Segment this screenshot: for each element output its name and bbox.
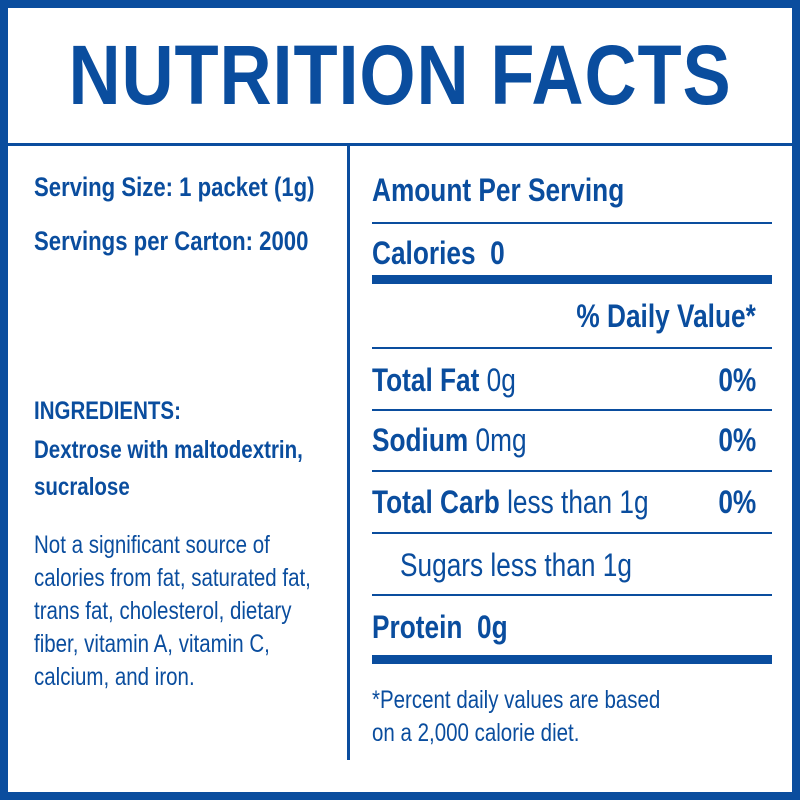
daily-value-header: % Daily Value* — [576, 298, 756, 334]
page-title: NUTRITION FACTS — [68, 28, 732, 122]
total-carb-dv: 0% — [718, 484, 756, 520]
ingredients-heading: INGREDIENTS: — [34, 397, 181, 425]
note-line: fiber, vitamin A, vitamin C, — [34, 630, 270, 658]
amount-per-serving: Amount Per Serving — [372, 172, 625, 208]
thick-rule — [372, 275, 772, 284]
protein-value: 0g — [476, 609, 508, 645]
sodium-label: Sodium — [372, 422, 469, 458]
total-fat-label: Total Fat — [372, 362, 480, 398]
total-carb-row: Total Carb less than 1g 0% — [372, 482, 756, 522]
sodium-dv: 0% — [718, 422, 756, 458]
sodium-amount: 0mg — [475, 422, 527, 458]
ingredients-line: Dextrose with maltodextrin, — [34, 436, 303, 464]
footnote: *Percent daily values are based on a 2,0… — [372, 684, 772, 750]
rule — [372, 222, 772, 224]
footnote-line: *Percent daily values are based — [372, 686, 661, 714]
disclaimer-note: Not a significant source of calories fro… — [34, 529, 372, 694]
calories-label: Calories — [372, 235, 476, 271]
ingredients-line: sucralose — [34, 473, 130, 501]
rule — [372, 347, 772, 349]
protein-label: Protein — [372, 609, 463, 645]
note-line: trans fat, cholesterol, dietary — [34, 597, 292, 625]
total-fat-amount: 0g — [486, 362, 516, 398]
note-line: Not a significant source of — [34, 531, 270, 559]
total-carb-label: Total Carb — [372, 484, 500, 520]
total-fat-row: Total Fat 0g 0% — [372, 360, 756, 400]
total-fat-dv: 0% — [718, 362, 756, 398]
calories-value: 0 — [490, 235, 505, 271]
rule — [372, 409, 772, 411]
note-line: calcium, and iron. — [34, 663, 195, 691]
serving-size: Serving Size: 1 packet (1g) — [34, 172, 315, 202]
sugars-row: Sugars less than 1g — [400, 547, 632, 583]
rule — [372, 594, 772, 596]
note-line: calories from fat, saturated fat, — [34, 564, 311, 592]
rule — [372, 532, 772, 534]
servings-per-carton: Servings per Carton: 2000 — [34, 226, 309, 256]
rule — [372, 470, 772, 472]
sodium-row: Sodium 0mg 0% — [372, 420, 756, 460]
title-divider — [8, 143, 792, 146]
calories-row: Calories 0 — [372, 233, 756, 273]
column-divider — [347, 146, 350, 760]
thick-rule — [372, 655, 772, 664]
footnote-line: on a 2,000 calorie diet. — [372, 719, 580, 747]
total-carb-amount: less than 1g — [507, 484, 649, 520]
protein-row: Protein 0g — [372, 607, 756, 647]
